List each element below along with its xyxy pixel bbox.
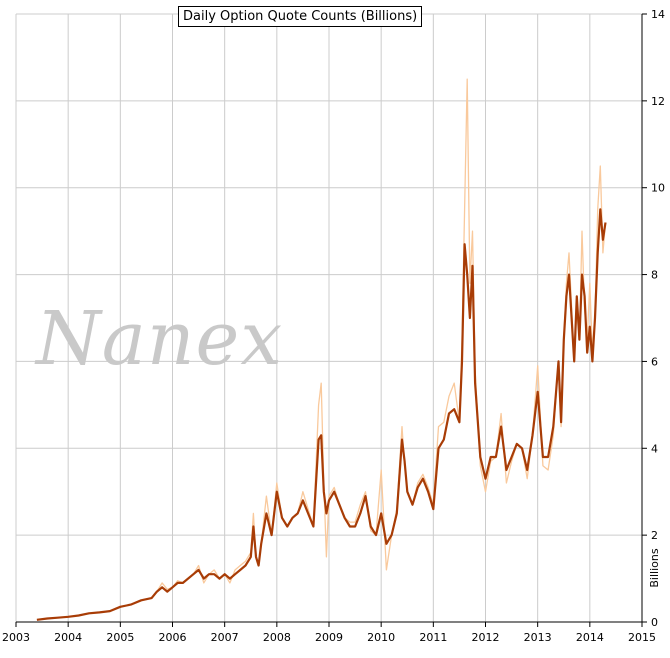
nanex-watermark: Nanex — [36, 296, 284, 382]
x-tick-label: 2012 — [472, 631, 500, 644]
y-tick-label: 10 — [651, 182, 665, 195]
daily-quote-series — [36, 78, 607, 621]
y-axis-label: Billions — [648, 548, 661, 587]
x-tick-label: 2003 — [2, 631, 30, 644]
x-tick-label: 2011 — [419, 631, 447, 644]
x-tick-label: 2004 — [54, 631, 82, 644]
x-tick-label: 2010 — [367, 631, 395, 644]
y-tick-label: 2 — [651, 529, 658, 542]
chart-title: Daily Option Quote Counts (Billions) — [178, 6, 423, 27]
average-series-line — [36, 208, 607, 621]
y-axis-ticks: 0 2 4 6 8 10 12 14 — [642, 8, 665, 629]
x-tick-label: 2005 — [106, 631, 134, 644]
average-quote-series — [36, 208, 607, 621]
x-tick-label: 2009 — [315, 631, 343, 644]
y-tick-label: 14 — [651, 8, 665, 21]
x-tick-label: 2008 — [263, 631, 291, 644]
y-tick-label: 12 — [651, 95, 665, 108]
y-tick-label: 4 — [651, 442, 658, 455]
x-tick-label: 2006 — [159, 631, 187, 644]
y-tick-label: 0 — [651, 616, 658, 629]
x-tick-label: 2007 — [211, 631, 239, 644]
y-tick-label: 8 — [651, 269, 658, 282]
x-tick-label: 2013 — [524, 631, 552, 644]
x-tick-label: 2014 — [576, 631, 604, 644]
x-tick-label: 2015 — [628, 631, 656, 644]
y-tick-label: 6 — [651, 355, 658, 368]
daily-series-line — [36, 78, 607, 621]
x-axis-ticks: 2003 2004 2005 2006 2007 2008 2009 2010 2011 2012… — [2, 622, 656, 644]
